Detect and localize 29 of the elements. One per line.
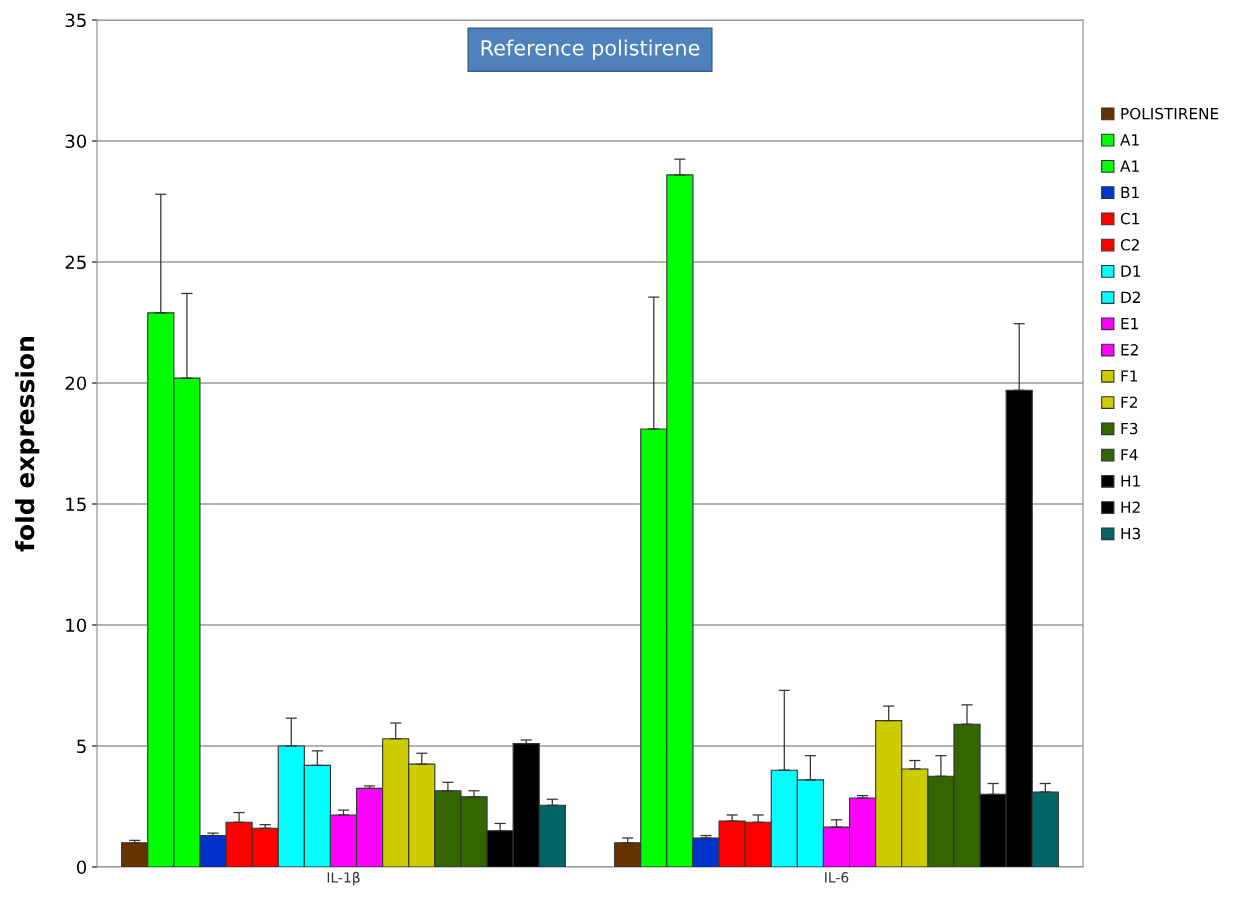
y-tick-label: 15 [66,497,86,512]
legend-label: A1 [1120,134,1139,146]
x-tick-label: IL-1β [327,871,360,886]
legend-label: F4 [1121,449,1138,461]
legend-label: D1 [1121,265,1141,277]
y-tick-label: 20 [65,376,87,391]
y-tick-label: 0 [76,860,87,875]
legend-label: H2 [1121,501,1140,513]
legend-label: C2 [1120,239,1139,251]
legend-label: C1 [1120,212,1139,225]
y-axis-title: fold expression [15,337,40,552]
legend-label: H3 [1121,527,1140,540]
legend-label: F3 [1121,422,1138,435]
legend-label: D2 [1121,291,1140,303]
y-tick-label: 10 [66,618,87,633]
legend-label: B1 [1121,186,1139,198]
y-tick-label: 25 [65,255,86,270]
legend-label: A1 [1120,160,1139,172]
y-tick-label: 5 [77,739,86,754]
legend-label: POLISTIRENE [1121,107,1219,120]
legend-label: F2 [1121,396,1137,408]
legend-label: F1 [1121,370,1138,382]
legend-label: E2 [1121,344,1138,356]
y-tick-label: 35 [65,13,86,28]
x-tick-label: IL-6 [825,872,849,883]
legend-label: E1 [1121,318,1138,330]
y-tick-label: 30 [65,134,87,149]
legend-label: H1 [1121,475,1140,487]
text: Reference polistirene [481,39,700,60]
